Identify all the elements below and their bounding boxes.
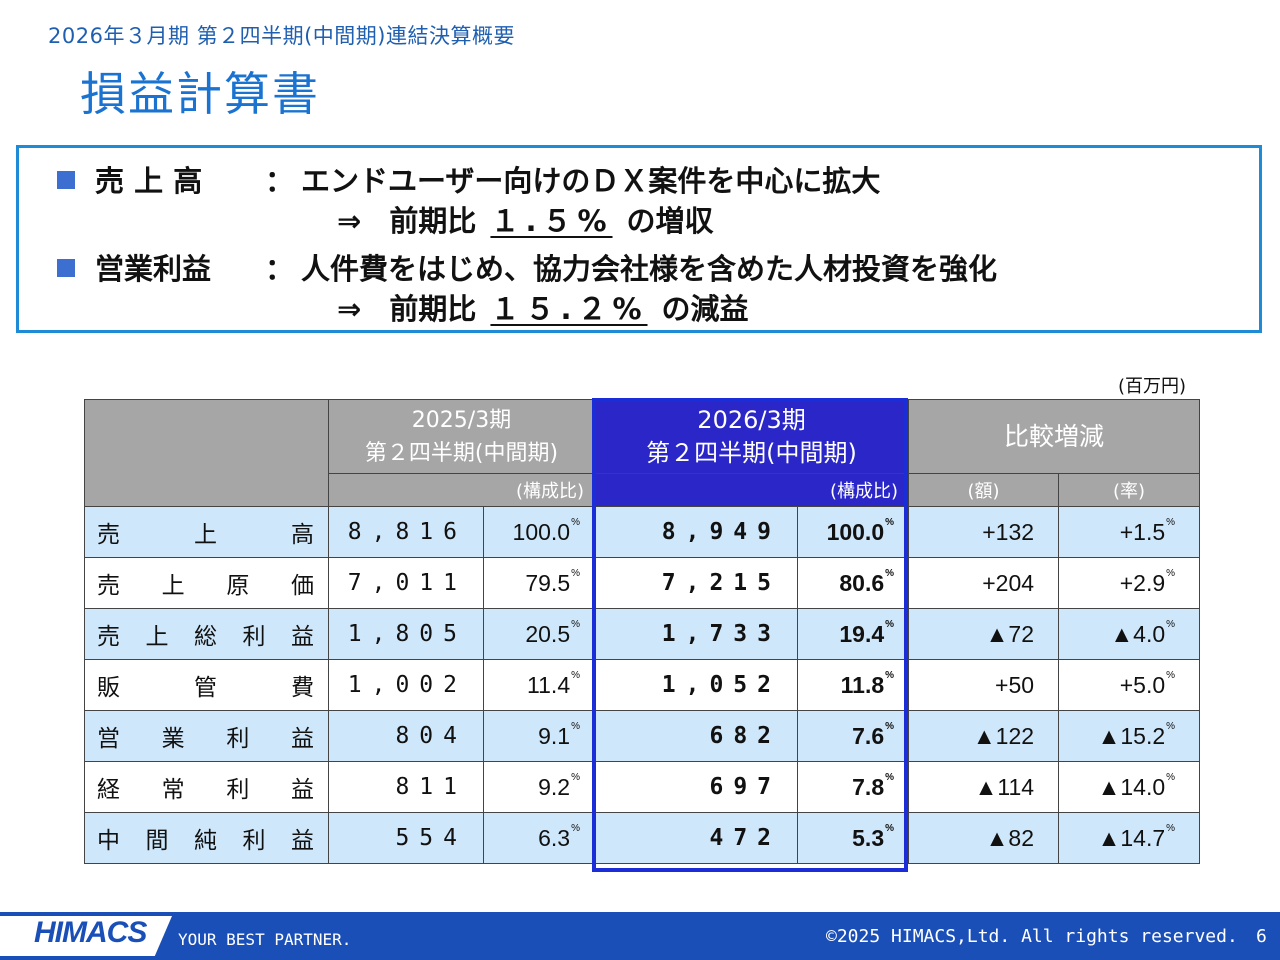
summary-sales-pct: １.５% — [490, 204, 613, 238]
arrow-icon: ⇒ — [337, 292, 362, 326]
summary-sales-label: 売 上 高 — [95, 164, 203, 198]
diff-amount: ▲82 — [908, 812, 1060, 864]
diff-rate: +5.0% — [1058, 659, 1201, 711]
diff-amount: +204 — [908, 557, 1060, 609]
table-row: 売上原価 7,011 79.5% 7,215 80.6% +204 +2.9% — [84, 557, 1201, 609]
cur-amount: 7,215 — [594, 557, 799, 609]
prev-amount: 8,816 — [328, 506, 484, 558]
table-row: 中間純利益 554 6.3% 472 5.3% ▲82 ▲14.7% — [84, 812, 1201, 864]
row-label: 経常利益 — [84, 761, 329, 813]
square-bullet-icon — [57, 259, 75, 277]
summary-op-pct: １５.２% — [490, 292, 648, 326]
tagline: YOUR BEST PARTNER. — [178, 930, 352, 949]
cur-amount: 472 — [594, 812, 799, 864]
header-comparison: 比較増減 — [908, 399, 1201, 474]
diff-rate: +1.5% — [1058, 506, 1201, 558]
header-cmp-amount: (額) — [908, 473, 1060, 507]
copyright: ©2025 HIMACS,Ltd. All rights reserved. — [826, 926, 1238, 947]
diff-amount: +132 — [908, 506, 1060, 558]
cur-ratio: 7.8% — [797, 761, 910, 813]
header-prev-period: 2025/3期 第２四半期(中間期) — [327, 399, 596, 474]
row-label: 売上高 — [84, 506, 329, 558]
prev-ratio: 79.5% — [482, 557, 596, 609]
header-current-period: 2026/3期 第２四半期(中間期) — [594, 399, 910, 474]
cur-ratio: 11.8% — [797, 659, 910, 711]
cur-ratio: 19.4% — [797, 608, 910, 660]
diff-amount: ▲122 — [908, 710, 1060, 762]
prev-ratio: 20.5% — [482, 608, 596, 660]
prev-ratio: 11.4% — [482, 659, 596, 711]
diff-amount: ▲114 — [908, 761, 1060, 813]
prev-amount: 1,002 — [328, 659, 484, 711]
cur-ratio: 80.6% — [797, 557, 910, 609]
row-label: 販管費 — [84, 659, 329, 711]
header-cmp-rate: (率) — [1058, 473, 1201, 507]
page-number: 6 — [1256, 926, 1267, 947]
cur-amount: 1,052 — [594, 659, 799, 711]
summary-op-line1: 営業利益：人件費をはじめ、協力会社様を含めた人材投資を強化 — [57, 246, 997, 288]
slide-subtitle: 2026年３月期 第２四半期(中間期)連結決算概要 — [48, 24, 516, 48]
prev-ratio: 6.3% — [482, 812, 596, 864]
diff-rate: ▲4.0% — [1058, 608, 1201, 660]
summary-op-line2: ⇒ 前期比 １５.２% の減益 — [337, 292, 749, 326]
company-logo: HIMACS — [34, 916, 147, 949]
prev-ratio: 9.1% — [482, 710, 596, 762]
cur-amount: 1,733 — [594, 608, 799, 660]
diff-rate: +2.9% — [1058, 557, 1201, 609]
summary-sales-line2: ⇒ 前期比 １.５% の増収 — [337, 204, 714, 238]
row-label: 売上原価 — [84, 557, 329, 609]
cur-amount: 8,949 — [594, 506, 799, 558]
diff-rate: ▲15.2% — [1058, 710, 1201, 762]
summary-sales-text: エンドユーザー向けのＤＸ案件を中心に拡大 — [301, 164, 881, 198]
diff-amount: ▲72 — [908, 608, 1060, 660]
prev-amount: 1,805 — [328, 608, 484, 660]
header-blank — [84, 399, 329, 507]
header-prev-ratio: (構成比) — [327, 473, 596, 507]
prev-amount: 804 — [328, 710, 484, 762]
diff-amount: +50 — [908, 659, 1060, 711]
prev-ratio: 9.2% — [482, 761, 596, 813]
row-label: 営業利益 — [84, 710, 329, 762]
table-row: 営業利益 804 9.1% 682 7.6% ▲122 ▲15.2% — [84, 710, 1201, 762]
header-cur-ratio: (構成比) — [594, 473, 910, 507]
slide-title: 損益計算書 — [80, 67, 320, 121]
table-row: 売上高 8,816 100.0% 8,949 100.0% +132 +1.5% — [84, 506, 1201, 558]
cur-amount: 697 — [594, 761, 799, 813]
table-row: 経常利益 811 9.2% 697 7.8% ▲114 ▲14.0% — [84, 761, 1201, 813]
square-bullet-icon — [57, 171, 75, 189]
summary-box: 売 上 高：エンドユーザー向けのＤＸ案件を中心に拡大 ⇒ 前期比 １.５% の増収 … — [16, 145, 1262, 333]
income-statement-table: 2025/3期 第２四半期(中間期) 2026/3期 第２四半期(中間期) 比較… — [84, 399, 1201, 864]
cur-ratio: 100.0% — [797, 506, 910, 558]
cur-ratio: 7.6% — [797, 710, 910, 762]
diff-rate: ▲14.7% — [1058, 812, 1201, 864]
row-label: 中間純利益 — [84, 812, 329, 864]
diff-rate: ▲14.0% — [1058, 761, 1201, 813]
summary-op-label: 営業利益 — [95, 252, 212, 286]
table-row: 販管費 1,002 11.4% 1,052 11.8% +50 +5.0% — [84, 659, 1201, 711]
prev-amount: 554 — [328, 812, 484, 864]
table-row: 売上総利益 1,805 20.5% 1,733 19.4% ▲72 ▲4.0% — [84, 608, 1201, 660]
prev-ratio: 100.0% — [482, 506, 596, 558]
logo-background — [0, 916, 172, 956]
footer-bar — [0, 912, 1280, 960]
cur-ratio: 5.3% — [797, 812, 910, 864]
prev-amount: 7,011 — [328, 557, 484, 609]
cur-amount: 682 — [594, 710, 799, 762]
row-label: 売上総利益 — [84, 608, 329, 660]
summary-sales-line1: 売 上 高：エンドユーザー向けのＤＸ案件を中心に拡大 — [57, 158, 880, 200]
summary-op-text: 人件費をはじめ、協力会社様を含めた人材投資を強化 — [301, 252, 998, 286]
arrow-icon: ⇒ — [337, 204, 362, 238]
prev-amount: 811 — [328, 761, 484, 813]
unit-label: (百万円) — [1118, 376, 1187, 397]
